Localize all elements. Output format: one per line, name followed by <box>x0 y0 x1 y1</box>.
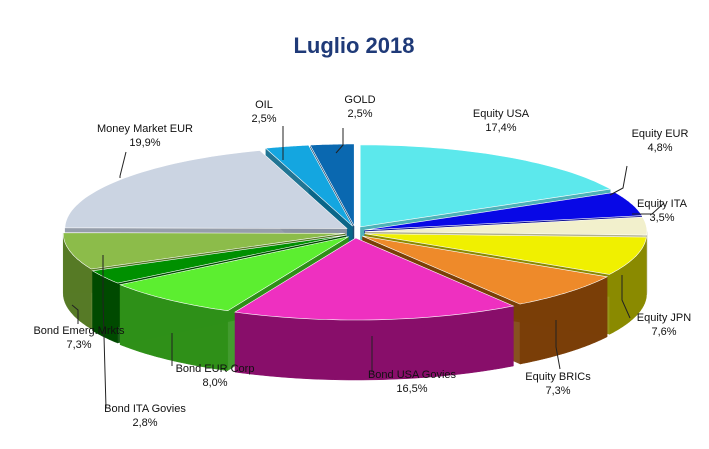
slice-label: Bond USA Govies <box>368 369 457 381</box>
slice-equity-usa <box>359 144 612 228</box>
slice-value-label: 4,8% <box>647 142 672 154</box>
slice-bond-usa-govies <box>234 237 515 321</box>
slice-gold <box>309 143 355 227</box>
slice-label: Equity BRICs <box>525 371 591 383</box>
slice-value-label: 2,8% <box>132 417 157 429</box>
leader-line-9 <box>119 151 127 178</box>
slice-equity-eur <box>364 191 643 231</box>
slice-label: Equity USA <box>473 108 530 120</box>
slice-equity-jpn <box>364 233 647 275</box>
slice-label: Money Market EUR <box>97 123 193 135</box>
slice-labels: Equity USA 17,4% Equity EUR 4,8% Equity ITA 3… <box>33 94 691 429</box>
slice-oil <box>264 144 353 227</box>
slice-label: Equity EUR <box>632 128 689 140</box>
slice-value-label: 17,4% <box>485 122 516 134</box>
slice-value-label: 8,0% <box>202 377 227 389</box>
slice-label: OIL <box>255 99 273 111</box>
slice-label: GOLD <box>344 94 375 106</box>
slice-bond-emerg-mrkts <box>62 232 346 270</box>
leader-line-1 <box>609 165 628 196</box>
leader-line-8 <box>71 304 79 324</box>
leader-line-3 <box>621 275 631 319</box>
leader-line-7 <box>102 255 107 409</box>
leader-line-2 <box>632 202 665 215</box>
slice-label: Bond EUR Corp <box>176 363 255 375</box>
slice-money-market-eur <box>64 150 348 229</box>
leader-line-4 <box>555 320 561 370</box>
slice-value-label: 19,9% <box>129 137 160 149</box>
leader-line-11 <box>335 128 344 154</box>
slice-value-label: 3,5% <box>649 212 674 224</box>
slice-bond-ita-govies <box>91 234 347 284</box>
slice-label: Bond ITA Govies <box>104 403 186 415</box>
pie-tops <box>62 143 648 321</box>
slice-label: Bond Emerg.Mrkts <box>33 325 125 337</box>
slice-label: Equity ITA <box>637 198 688 210</box>
slice-label: Equity JPN <box>637 312 691 324</box>
slice-value-label: 16,5% <box>396 383 427 395</box>
slice-equity-brics <box>362 235 609 305</box>
chart-title: Luglio 2018 <box>293 33 414 58</box>
slice-equity-ita <box>364 216 648 236</box>
slice-value-label: 2,5% <box>251 113 276 125</box>
slice-bond-eur-corp <box>119 236 349 312</box>
leader-lines <box>71 126 665 409</box>
slice-value-label: 7,6% <box>651 326 676 338</box>
slice-value-label: 7,3% <box>545 385 570 397</box>
slice-value-label: 7,3% <box>66 339 91 351</box>
slice-value-label: 2,5% <box>347 108 372 120</box>
